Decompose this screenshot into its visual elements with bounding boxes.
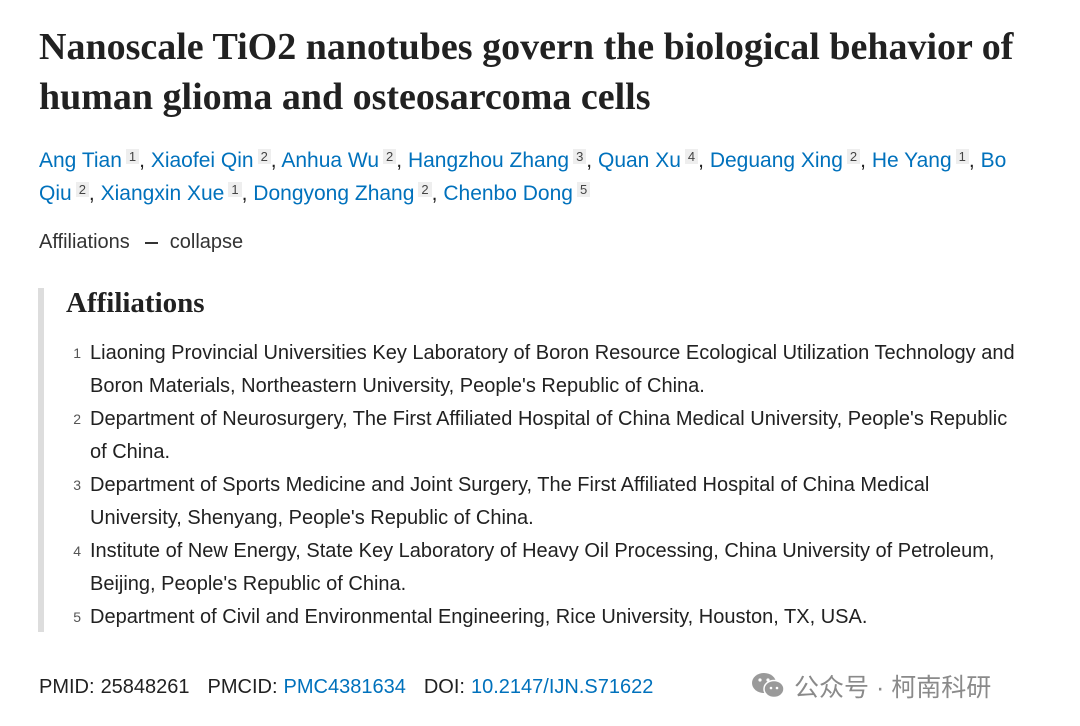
- separator: ,: [139, 149, 145, 172]
- affiliation-ref[interactable]: 3: [573, 149, 587, 164]
- affiliation-ref[interactable]: 2: [383, 149, 397, 164]
- separator: ,: [396, 149, 403, 172]
- separator: ,: [698, 149, 704, 172]
- author-name[interactable]: Ang Tian: [39, 149, 122, 172]
- affiliation-ref[interactable]: 4: [684, 149, 699, 164]
- identifier-label: DOI:: [423, 676, 465, 698]
- affiliation-ref[interactable]: 1: [955, 149, 969, 164]
- author-name[interactable]: Chenbo Dong: [443, 182, 573, 205]
- affiliation-text: Liaoning Provincial Universities Key Lab…: [90, 342, 1015, 397]
- affiliation-number: 3: [73, 477, 81, 493]
- identifier-label: PMID:: [39, 676, 95, 698]
- affiliation-ref[interactable]: 2: [418, 182, 432, 197]
- toggle-action[interactable]: collapse: [169, 231, 244, 253]
- identifier-label: PMCID:: [207, 676, 278, 698]
- affiliation-number: 4: [73, 543, 81, 559]
- affiliations-toggle[interactable]: Affiliations collapse: [39, 231, 243, 254]
- author-name[interactable]: Deguang Xing: [709, 149, 843, 172]
- separator: ,: [586, 149, 593, 172]
- affiliation-item: 2 Department of Neurosurgery, The First A…: [44, 403, 1044, 469]
- author-name[interactable]: Xiaofei Qin: [150, 149, 254, 172]
- watermark: 公众号 · 柯南科研: [750, 668, 991, 704]
- affiliation-item: 1 Liaoning Provincial Universities Key La…: [44, 337, 1044, 403]
- affiliation-text: Department of Civil and Environmental En…: [90, 606, 868, 628]
- author-name[interactable]: He Yang: [871, 149, 952, 172]
- identifier-value: 25848261: [100, 676, 190, 698]
- affiliation-item: 3 Department of Sports Medicine and Joint…: [44, 469, 1044, 535]
- separator: ,: [431, 182, 438, 205]
- author-name[interactable]: Hangzhou Zhang: [407, 149, 570, 172]
- author-name[interactable]: Anhua Wu: [281, 149, 380, 172]
- affiliation-text: Institute of New Energy, State Key Labor…: [90, 540, 995, 595]
- affiliations-heading: Affiliations: [66, 287, 205, 319]
- separator: ,: [968, 149, 975, 172]
- watermark-text: 公众号 · 柯南科研: [794, 674, 992, 702]
- identifier-value[interactable]: 10.2147/IJN.S71622: [470, 676, 654, 698]
- separator: ,: [241, 182, 248, 205]
- affiliation-ref[interactable]: 1: [228, 182, 242, 197]
- affiliation-ref[interactable]: 2: [75, 182, 89, 197]
- affiliations-panel: Affiliations 1 Liaoning Provincial Univer…: [38, 288, 1044, 632]
- affiliation-ref[interactable]: 2: [257, 149, 271, 164]
- toggle-icon[interactable]: [144, 241, 158, 244]
- affiliation-item: 5 Department of Civil and Environmental E…: [44, 601, 1044, 634]
- affiliation-text: Department of Neurosurgery, The First Af…: [90, 408, 1008, 463]
- separator: ,: [88, 182, 95, 205]
- identifier-value[interactable]: PMC4381634: [283, 676, 406, 698]
- affiliation-number: 2: [73, 411, 81, 427]
- author-name[interactable]: Dongyong Zhang: [253, 182, 415, 205]
- toggle-label[interactable]: Affiliations: [39, 231, 130, 253]
- affiliation-item: 4 Institute of New Energy, State Key Labo…: [44, 535, 1044, 601]
- identifiers: PMID: 25848261 PMCID: PMC4381634 DOI: 10.2147…: [39, 674, 671, 700]
- separator: ,: [270, 149, 277, 172]
- affiliation-ref[interactable]: 2: [846, 149, 861, 164]
- affiliation-number: 5: [73, 609, 81, 625]
- author-name[interactable]: Xiangxin Xue: [100, 182, 225, 205]
- wechat-icon: [752, 673, 785, 699]
- affiliation-number: 1: [73, 345, 81, 361]
- author-list: Ang Tian 1, Xiaofei Qin 2, Anhua Wu 2, Hang…: [39, 144, 1039, 210]
- affiliation-ref[interactable]: 5: [576, 182, 591, 197]
- affiliation-ref[interactable]: 1: [125, 149, 140, 164]
- affiliation-text: Department of Sports Medicine and Joint …: [90, 474, 930, 529]
- author-name[interactable]: Quan Xu: [597, 149, 681, 172]
- article-title: Nanoscale TiO2 nanotubes govern the biol…: [39, 26, 1014, 118]
- separator: ,: [860, 149, 866, 172]
- affiliation-list: 1 Liaoning Provincial Universities Key La…: [44, 337, 1044, 634]
- author-name[interactable]: Bo Qiu: [39, 149, 1007, 205]
